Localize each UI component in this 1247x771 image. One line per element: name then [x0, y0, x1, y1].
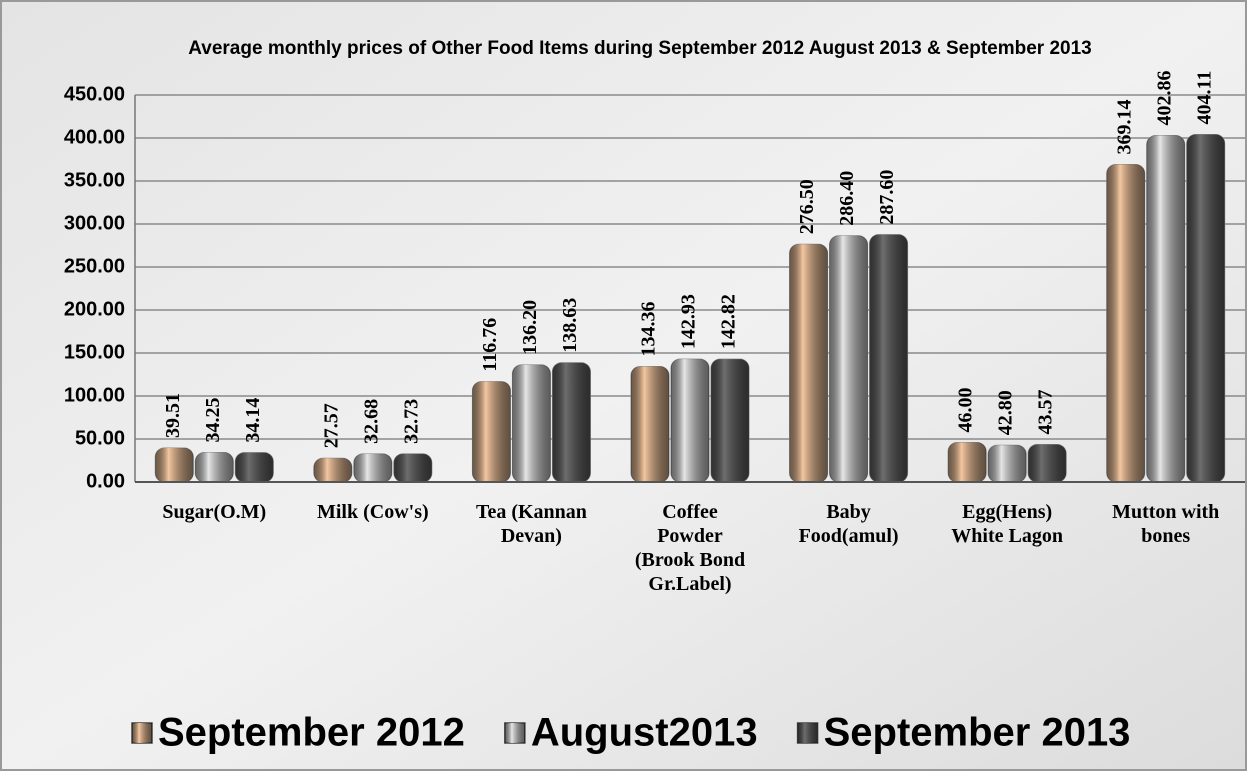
- value-label: 34.14: [242, 398, 264, 443]
- bar-shade: [1186, 134, 1225, 482]
- x-tick-label: Egg(Hens) White Lagon: [951, 501, 1063, 547]
- bar-shade: [948, 442, 987, 482]
- value-label: 46.00: [955, 387, 977, 432]
- legend-swatch-shade: [504, 723, 525, 743]
- value-label: 43.57: [1035, 390, 1057, 435]
- x-tick-label: Coffee Powder (Brook Bond Gr.Label): [634, 501, 746, 595]
- y-tick-label: 400.00: [64, 126, 125, 148]
- bar: [789, 243, 829, 483]
- chart-title-box: Average monthly prices of Other Food Ite…: [188, 38, 1092, 59]
- bar-shade: [631, 366, 669, 482]
- bar-shade: [313, 458, 352, 482]
- bar: [511, 364, 551, 483]
- value-label: 142.82: [718, 294, 740, 349]
- y-tick-label: 300.00: [64, 212, 125, 234]
- value-label: 287.60: [876, 170, 898, 225]
- value-label: 369.14: [1113, 100, 1135, 155]
- value-label: 136.20: [519, 300, 541, 355]
- bar-shade: [472, 381, 511, 482]
- legend-label: August2013: [531, 711, 758, 755]
- bar: [1146, 135, 1186, 483]
- x-tick-label-box: Tea (Kannan Devan): [475, 501, 587, 547]
- bar-shade: [1028, 444, 1067, 482]
- value-label: 116.76: [479, 318, 501, 372]
- bar: [710, 358, 750, 483]
- value-label: 39.51: [162, 393, 184, 438]
- y-tick-label: 150.00: [64, 341, 125, 363]
- bar: [194, 452, 234, 483]
- bar: [154, 447, 194, 483]
- bar-shade: [552, 362, 591, 482]
- value-label: 32.68: [360, 399, 382, 444]
- x-tick-label-box: Sugar(O.M): [162, 501, 267, 523]
- x-tick-label: Milk (Cow's): [317, 501, 429, 523]
- bar: [1186, 133, 1226, 483]
- x-tick-label-box: Coffee Powder (Brook Bond Gr.Label): [634, 501, 746, 595]
- bar-shade: [155, 448, 194, 482]
- bar-shade: [1146, 135, 1185, 482]
- x-tick-label-box: Egg(Hens) White Lagon: [951, 501, 1063, 547]
- bar: [1027, 444, 1067, 483]
- bar: [313, 457, 353, 483]
- y-tick-label: 100.00: [64, 384, 125, 406]
- y-tick-label: 350.00: [64, 169, 125, 191]
- bar-shade: [869, 234, 908, 482]
- value-label: 402.86: [1153, 71, 1175, 126]
- value-label: 404.11: [1193, 71, 1215, 125]
- bar: [829, 235, 869, 483]
- y-tick-label: 250.00: [64, 255, 125, 277]
- x-tick-label-box: Baby Food(amul): [798, 501, 899, 547]
- bar: [947, 441, 987, 483]
- value-label: 276.50: [796, 179, 818, 234]
- bar-shade: [235, 452, 274, 482]
- x-tick-label-box: Mutton with bones: [1112, 501, 1220, 547]
- bar-shade: [711, 359, 749, 482]
- chart-title: Average monthly prices of Other Food Ite…: [188, 38, 1092, 59]
- value-label: 142.93: [678, 294, 700, 349]
- legend-swatch-shade: [797, 723, 818, 743]
- legend-label: September 2013: [824, 711, 1131, 755]
- legend-swatch-shade: [132, 723, 152, 743]
- bar-shade: [512, 364, 551, 482]
- bar: [869, 234, 909, 483]
- x-tick-label: Tea (Kannan Devan): [475, 501, 587, 547]
- bar-shade: [789, 244, 828, 482]
- value-label: 42.80: [995, 390, 1017, 435]
- legend-label: September 2012: [158, 711, 465, 755]
- value-label: 134.36: [638, 301, 660, 356]
- bar: [353, 453, 393, 483]
- bar: [234, 452, 274, 483]
- bar: [551, 362, 591, 483]
- bar-shade: [829, 235, 868, 482]
- bar: [1106, 164, 1146, 483]
- x-tick-label: Sugar(O.M): [162, 501, 267, 523]
- bar: [630, 365, 670, 483]
- bar-shade: [195, 452, 234, 482]
- x-tick-label-box: Milk (Cow's): [317, 501, 429, 523]
- y-tick-label: 450.00: [64, 83, 125, 105]
- y-tick-label: 200.00: [64, 298, 125, 320]
- y-tick-label: 0.00: [86, 470, 125, 492]
- bar-shade: [988, 445, 1027, 482]
- value-label: 27.57: [320, 403, 342, 448]
- y-tick-label: 50.00: [75, 427, 125, 449]
- bar-shade: [353, 453, 392, 482]
- x-tick-label: Mutton with bones: [1112, 501, 1220, 547]
- bar: [471, 381, 511, 483]
- value-label: 32.73: [400, 399, 422, 444]
- bar: [987, 444, 1027, 483]
- value-label: 34.25: [202, 398, 224, 443]
- value-label: 138.63: [559, 298, 581, 353]
- value-label: 286.40: [836, 171, 858, 226]
- bar: [393, 453, 433, 483]
- x-tick-label: Baby Food(amul): [798, 501, 899, 547]
- bar: [670, 358, 710, 483]
- bar-shade: [1106, 164, 1145, 482]
- bar-shade: [671, 359, 709, 482]
- bar-shade: [393, 453, 432, 482]
